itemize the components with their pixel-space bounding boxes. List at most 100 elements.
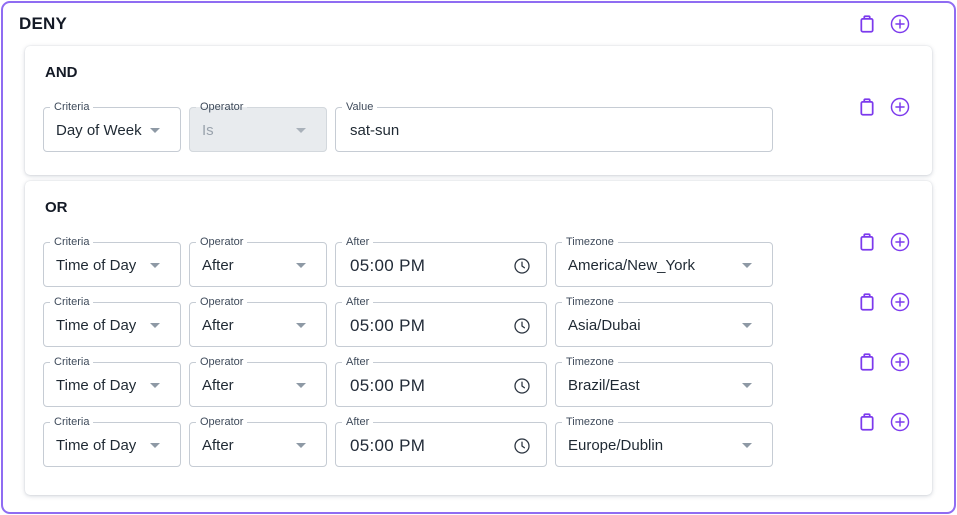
criteria-field-label: Criteria (54, 236, 90, 248)
delete-rule-button[interactable] (856, 96, 878, 118)
or-rule-row: Criteria Time of Day Operator After Afte… (43, 292, 911, 347)
time-input-text: 05:00 PM (350, 435, 426, 455)
chevron-down-icon (150, 263, 160, 268)
add-rule-button[interactable] (889, 96, 911, 118)
timezone-select[interactable]: Timezone America/New_York (555, 236, 773, 287)
delete-rule-button[interactable] (856, 351, 878, 373)
add-rule-button[interactable] (889, 291, 911, 313)
or-rule-actions (856, 231, 911, 253)
clock-icon[interactable] (512, 436, 532, 456)
trash-icon (860, 353, 874, 371)
add-rule-button[interactable] (889, 231, 911, 253)
or-rule-actions (856, 351, 911, 373)
and-group-label: AND (45, 64, 78, 81)
operator-select-disabled: Operator Is (189, 101, 327, 152)
criteria-selected-value: Time of Day (56, 377, 137, 394)
timezone-select[interactable]: Timezone Asia/Dubai (555, 296, 773, 347)
time-input-text: 05:00 PM (350, 255, 426, 275)
chevron-down-icon (150, 323, 160, 328)
criteria-selected-value: Time of Day (56, 257, 137, 274)
plus-circle-icon (890, 97, 910, 117)
or-rule-row: Criteria Time of Day Operator After Afte… (43, 232, 911, 287)
time-field-label: After (346, 416, 370, 428)
criteria-select[interactable]: Criteria Time of Day (43, 356, 181, 407)
delete-rule-button[interactable] (856, 291, 878, 313)
and-rule-actions (856, 96, 911, 118)
clock-icon[interactable] (512, 316, 532, 336)
criteria-selected-value: Time of Day (56, 437, 137, 454)
chevron-down-icon (296, 323, 306, 328)
timezone-field-label: Timezone (566, 416, 614, 428)
criteria-select[interactable]: Criteria Day of Week (43, 101, 181, 152)
time-input[interactable]: After 05:00 PM (335, 296, 547, 347)
timezone-selected-value: Europe/Dublin (568, 437, 664, 454)
timezone-select[interactable]: Timezone Europe/Dublin (555, 416, 773, 467)
criteria-selected-value: Day of Week (56, 122, 142, 139)
trash-icon (860, 15, 874, 33)
operator-select[interactable]: Operator After (189, 296, 327, 347)
operator-selected-value: After (202, 437, 234, 454)
criteria-field-label: Criteria (54, 101, 90, 113)
timezone-field-label: Timezone (566, 356, 614, 368)
chevron-down-icon (296, 263, 306, 268)
chevron-down-icon (296, 128, 306, 133)
operator-field-label: Operator (200, 356, 244, 368)
plus-circle-icon (890, 412, 910, 432)
operator-selected-value: After (202, 377, 234, 394)
plus-circle-icon (890, 232, 910, 252)
criteria-select[interactable]: Criteria Time of Day (43, 296, 181, 347)
delete-rule-button[interactable] (856, 231, 878, 253)
trash-icon (860, 98, 874, 116)
delete-rule-button[interactable] (856, 411, 878, 433)
time-input[interactable]: After 05:00 PM (335, 236, 547, 287)
criteria-select[interactable]: Criteria Time of Day (43, 236, 181, 287)
deny-group-header: DENY (19, 11, 938, 37)
value-field-label: Value (346, 101, 374, 113)
trash-icon (860, 293, 874, 311)
trash-icon (860, 233, 874, 251)
chevron-down-icon (742, 443, 752, 448)
criteria-select[interactable]: Criteria Time of Day (43, 416, 181, 467)
operator-field-label: Operator (200, 416, 244, 428)
or-rule-row: Criteria Time of Day Operator After Afte… (43, 412, 911, 467)
timezone-select[interactable]: Timezone Brazil/East (555, 356, 773, 407)
timezone-selected-value: Asia/Dubai (568, 317, 641, 334)
or-group-label: OR (45, 199, 68, 216)
clock-icon[interactable] (512, 376, 532, 396)
value-input[interactable]: Value sat-sun (335, 101, 773, 152)
or-rule-row: Criteria Time of Day Operator After Afte… (43, 352, 911, 407)
time-field-label: After (346, 356, 370, 368)
page-title: DENY (19, 14, 68, 33)
chevron-down-icon (150, 443, 160, 448)
operator-select[interactable]: Operator After (189, 356, 327, 407)
chevron-down-icon (742, 323, 752, 328)
operator-selected-value: After (202, 317, 234, 334)
add-rule-button[interactable] (889, 351, 911, 373)
plus-circle-icon (890, 292, 910, 312)
plus-circle-icon (890, 14, 910, 34)
timezone-selected-value: America/New_York (568, 257, 695, 274)
chevron-down-icon (150, 128, 160, 133)
operator-select[interactable]: Operator After (189, 236, 327, 287)
add-rule-button[interactable] (889, 411, 911, 433)
criteria-selected-value: Time of Day (56, 317, 137, 334)
operator-selected-value: Is (202, 122, 214, 139)
chevron-down-icon (742, 383, 752, 388)
time-input[interactable]: After 05:00 PM (335, 416, 547, 467)
time-field-label: After (346, 296, 370, 308)
operator-field-label: Operator (200, 296, 244, 308)
value-input-text: sat-sun (350, 122, 400, 139)
time-input[interactable]: After 05:00 PM (335, 356, 547, 407)
delete-group-button[interactable] (856, 13, 878, 35)
operator-select[interactable]: Operator After (189, 416, 327, 467)
or-rule-actions (856, 291, 911, 313)
chevron-down-icon (296, 383, 306, 388)
timezone-field-label: Timezone (566, 296, 614, 308)
add-group-button[interactable] (889, 13, 911, 35)
clock-icon[interactable] (512, 256, 532, 276)
trash-icon (860, 413, 874, 431)
operator-selected-value: After (202, 257, 234, 274)
chevron-down-icon (296, 443, 306, 448)
or-condition-card: OR Criteria Time of Day Operator After A… (25, 181, 932, 495)
